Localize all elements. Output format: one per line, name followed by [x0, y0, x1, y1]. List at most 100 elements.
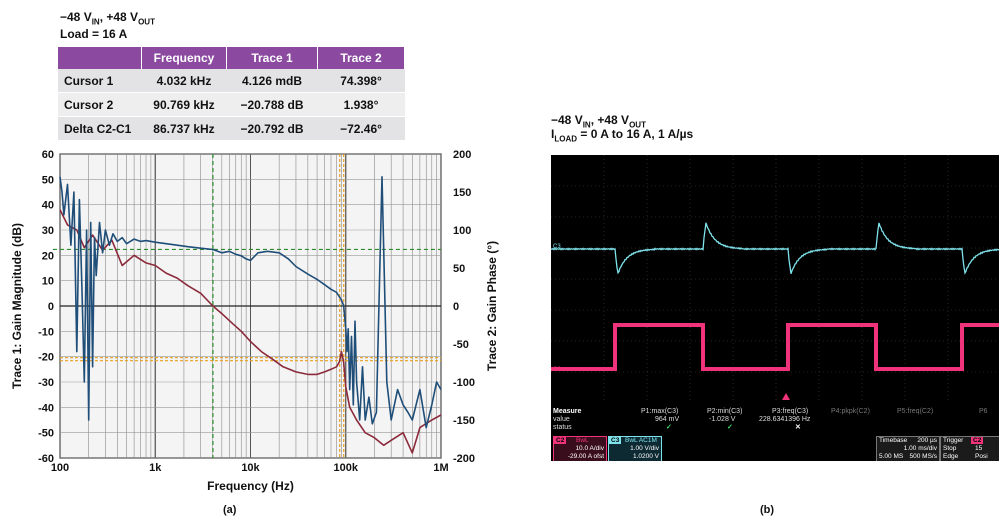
edge-label: Edge: [943, 453, 959, 460]
ch2-descriptor[interactable]: C2 BwL 10.0 A/div -29.00 A ofst: [553, 436, 607, 461]
y2-tick-label: 150: [453, 187, 471, 199]
table-cell: 4.126 mdB: [226, 69, 318, 93]
ch3-scale: 1.00 V/div: [630, 445, 659, 452]
table-cell: Delta C2-C1: [58, 116, 142, 141]
cursor-table-header: Frequency Trace 1 Trace 2: [58, 47, 405, 69]
ch2-scale: 10.0 A/div: [575, 445, 604, 452]
ch3-tag: C3: [609, 437, 622, 444]
x-tick-label: 1M: [433, 462, 448, 474]
y-tick-label: 20: [42, 250, 54, 262]
p2-name: P2:min(C3): [707, 408, 743, 415]
caption-b: (b): [760, 504, 775, 516]
stop-label: Stop: [943, 445, 957, 452]
p3-value: 228.6341396 Hz: [759, 416, 811, 423]
y-tick-label: -40: [38, 402, 54, 414]
gain-magnitude-trace: [59, 209, 442, 454]
y-tick-label: -60: [38, 453, 54, 465]
y-axis-label: Trace 1: Gain Magnitude (dB): [10, 223, 24, 389]
table-cell: −72.46°: [317, 116, 405, 141]
y-tick-label: 40: [42, 200, 54, 212]
plot-series: [59, 175, 442, 454]
trigger-source: C2: [971, 437, 984, 444]
ch2-mode: BwL: [576, 437, 589, 444]
header-cell: Frequency: [141, 47, 227, 69]
y-tick-label: -10: [38, 326, 54, 338]
x-tick-label: 1k: [149, 462, 162, 474]
oscilloscope-screen: C3 C2 Measure value status P1:max(C3) 96…: [551, 155, 999, 461]
panel-b-title: −48 VIN, +48 VOUT: [551, 113, 646, 130]
table-cell: Cursor 1: [58, 69, 142, 93]
y2-tick-label: -200: [453, 453, 475, 465]
header-cell: [58, 47, 142, 69]
y2-axis-label: Trace 2: Gain Phase (°): [485, 241, 499, 371]
table-cell: Cursor 2: [58, 92, 142, 117]
ch2-current-trace: [551, 323, 999, 371]
p3-name: P3:freq(C3): [772, 408, 809, 415]
ch2-tag: C2: [554, 437, 567, 444]
time-per-div: 1.00 ms/div: [903, 445, 937, 452]
value-label: value: [553, 416, 570, 423]
ch3-offset: 1.0200 V: [632, 453, 659, 460]
p1-name: P1:max(C3): [641, 408, 679, 415]
y-tick-label: 60: [42, 149, 54, 161]
timebase-box[interactable]: Timebase 200 µs 1.00 ms/div 5.00 MS 500 …: [876, 436, 940, 461]
ch2-marker: C2: [553, 367, 561, 373]
table-cell: 86.737 kHz: [141, 116, 227, 141]
table-row: Cursor 2 90.769 kHz −20.788 dB 1.938°: [58, 92, 405, 117]
x-axis-label: Frequency (Hz): [207, 479, 294, 493]
y2-tick-label: -50: [453, 339, 469, 351]
panel-a-load: Load = 16 A: [60, 27, 128, 41]
plot-grid: [59, 153, 442, 459]
p2-value: -1.028 V: [709, 416, 736, 423]
cursor-table: Frequency Trace 1 Trace 2 Cursor 1 4.032…: [58, 47, 405, 141]
timebase-value: 200 µs: [917, 437, 937, 444]
edge-value: Posi: [975, 453, 988, 460]
status-label: status: [553, 424, 572, 431]
x-tick-label: 100: [51, 462, 69, 474]
bode-plot: 100 1k 10k 100k 1M6050403020100-10-20-30-40-…: [10, 149, 499, 493]
p5-name: P5:freq(C2): [897, 408, 934, 415]
y-tick-label: -30: [38, 377, 54, 389]
p2-status-icon: ✓: [727, 424, 733, 431]
ch3-descriptor[interactable]: C3 BwL AC1M 1.00 V/div 1.0200 V: [608, 436, 662, 461]
caption-a: (a): [223, 504, 237, 516]
y-tick-label: -20: [38, 352, 54, 364]
y-tick-label: 30: [42, 225, 54, 237]
table-cell: −20.792 dB: [226, 116, 318, 141]
ch3-marker: C3: [553, 244, 561, 250]
x-tick-label: 100k: [334, 462, 359, 474]
y-tick-label: 10: [42, 276, 54, 288]
panel-b-load: ILOAD = 0 A to 16 A, 1 A/µs: [551, 127, 694, 144]
sample-count: 5.00 MS: [879, 453, 904, 460]
scope-graticule: C3 C2: [551, 155, 999, 403]
ch3-voltage-trace: [551, 222, 999, 275]
stop-value: 15: [975, 445, 983, 452]
table-row: Cursor 1 4.032 kHz 4.126 mdB 74.398°: [58, 69, 405, 93]
p1-value: 964 mV: [655, 416, 680, 423]
y2-tick-label: -150: [453, 415, 475, 427]
y2-tick-label: -100: [453, 377, 475, 389]
p1-status-icon: ✓: [666, 424, 672, 431]
y2-tick-label: 0: [453, 301, 459, 313]
p6-name: P6: [979, 408, 988, 415]
panel-a-title: −48 VIN, +48 VOUT: [60, 10, 155, 27]
measure-label: Measure: [553, 408, 582, 415]
header-cell: Trace 1: [226, 47, 318, 69]
x-tick-label: 10k: [241, 462, 260, 474]
ch3-mode: BwL AC1M: [625, 437, 657, 444]
timebase-label: Timebase: [879, 437, 908, 444]
table-row: Delta C2-C1 86.737 kHz −20.792 dB −72.46…: [58, 116, 405, 141]
gain-phase-trace: [59, 175, 442, 429]
sample-rate: 500 MS/s: [909, 453, 937, 460]
trigger-marker: [782, 393, 790, 400]
table-cell: 4.032 kHz: [141, 69, 227, 93]
trigger-box[interactable]: Trigger C2 Stop 15 Edge Posi: [940, 436, 999, 461]
y2-tick-label: 100: [453, 225, 471, 237]
y-tick-label: -50: [38, 428, 54, 440]
y-tick-label: 0: [48, 301, 54, 313]
trigger-label: Trigger: [943, 437, 964, 444]
header-cell: Trace 2: [317, 47, 405, 69]
p4-name: P4:pkpk(C2): [831, 408, 870, 415]
y2-tick-label: 200: [453, 149, 471, 161]
y-tick-label: 50: [42, 174, 54, 186]
